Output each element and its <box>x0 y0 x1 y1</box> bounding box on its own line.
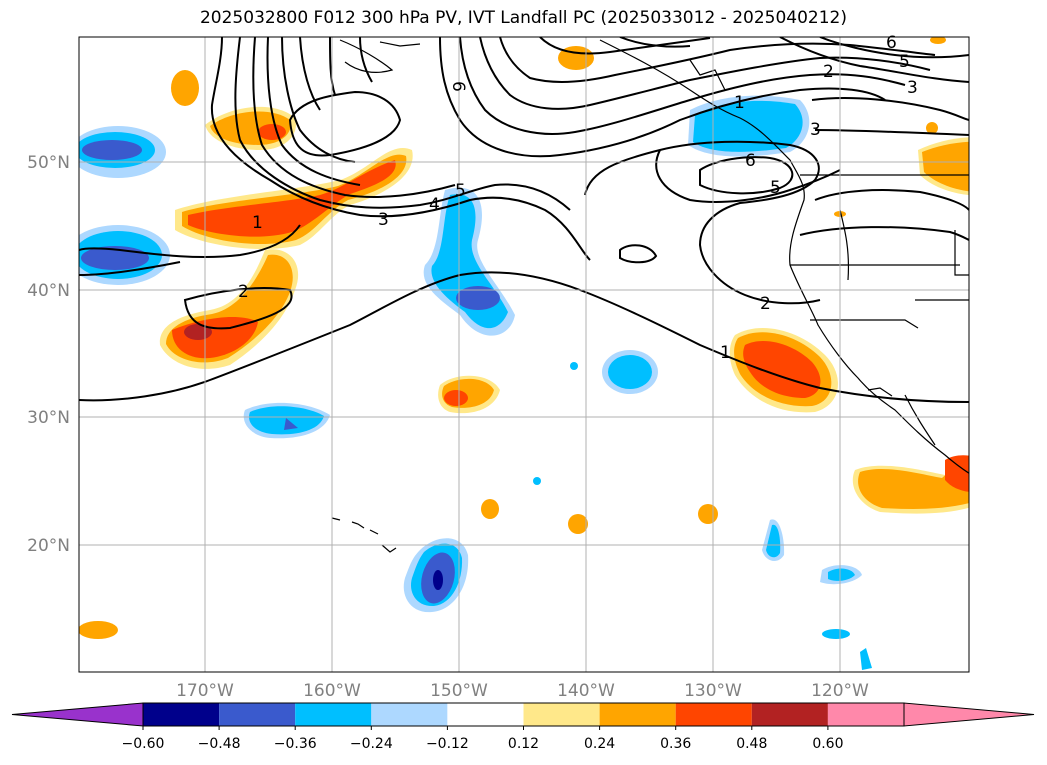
colorbar-bin <box>447 703 524 726</box>
lon-label-120w: 120°W <box>811 681 869 701</box>
lon-label-170w: 170°W <box>176 681 234 701</box>
lon-label-130w: 130°W <box>684 681 742 701</box>
contour-label: 1 <box>720 343 731 363</box>
lat-label-30n: 30°N <box>27 408 70 428</box>
colorbar-bin <box>675 703 752 726</box>
lat-label-40n: 40°N <box>27 281 70 301</box>
contour-label: 1 <box>734 93 745 113</box>
contour-label: 3 <box>810 120 821 140</box>
colorbar-extend-over <box>903 702 1035 727</box>
pv-anomaly-shading <box>79 37 969 670</box>
contour-label: 3 <box>907 78 918 98</box>
contour-label: 6 <box>886 33 897 53</box>
latitude-labels: 50°N 40°N 30°N 20°N <box>27 153 70 556</box>
colorbar-bin <box>751 703 828 726</box>
contour-label: 2 <box>823 62 834 82</box>
contour-label: 2 <box>238 282 249 302</box>
colorbar-tick-label: 0.60 <box>812 736 843 752</box>
contour-label: 2 <box>760 294 771 314</box>
colorbar-tick-label: −0.36 <box>274 736 317 752</box>
contour-labels: 6 6 5 3 2 1 3 6 5 5 4 3 1 2 2 1 <box>238 33 918 363</box>
longitude-labels: 170°W 160°W 150°W 140°W 130°W 120°W <box>176 681 869 701</box>
colorbar-bin <box>295 703 372 726</box>
lat-label-20n: 20°N <box>27 536 70 556</box>
colorbar-bin <box>827 703 904 726</box>
contour-label: 4 <box>429 195 440 215</box>
lon-label-160w: 160°W <box>303 681 361 701</box>
contour-label: 1 <box>252 213 263 233</box>
colorbar-extend-under <box>11 702 144 727</box>
colorbar-tick-label: −0.60 <box>122 736 165 752</box>
colorbar-tick-label: 0.24 <box>584 736 615 752</box>
colorbar-bin <box>599 703 676 726</box>
colorbar-tick-label: −0.12 <box>426 736 469 752</box>
colorbar-tick-label: −0.24 <box>350 736 393 752</box>
colorbar-tick-label: 0.12 <box>508 736 539 752</box>
map-frame <box>78 36 970 673</box>
colorbar-tick-label: 0.36 <box>660 736 691 752</box>
colorbar: −0.60 −0.48 −0.36 −0.24 −0.12 0.12 0.24 0.36 0.4… <box>11 702 1035 752</box>
colorbar-bin <box>143 703 220 726</box>
contour-label: 6 <box>448 81 468 92</box>
colorbar-tick-label: −0.48 <box>198 736 241 752</box>
contour-label: 6 <box>745 151 756 171</box>
contour-label: 5 <box>899 52 910 72</box>
lon-label-140w: 140°W <box>557 681 615 701</box>
graticule <box>79 37 969 672</box>
colorbar-bin <box>219 703 296 726</box>
colorbar-bin <box>371 703 448 726</box>
colorbar-tick-label: 0.48 <box>736 736 767 752</box>
ivt-contours <box>79 37 969 403</box>
lon-label-150w: 150°W <box>430 681 488 701</box>
contour-label: 5 <box>455 181 466 201</box>
contour-label: 3 <box>378 210 389 230</box>
contour-label: 5 <box>770 178 781 198</box>
lat-label-50n: 50°N <box>27 153 70 173</box>
colorbar-bin <box>523 703 600 726</box>
map-title: 2025032800 F012 300 hPa PV, IVT Landfall… <box>199 8 847 28</box>
